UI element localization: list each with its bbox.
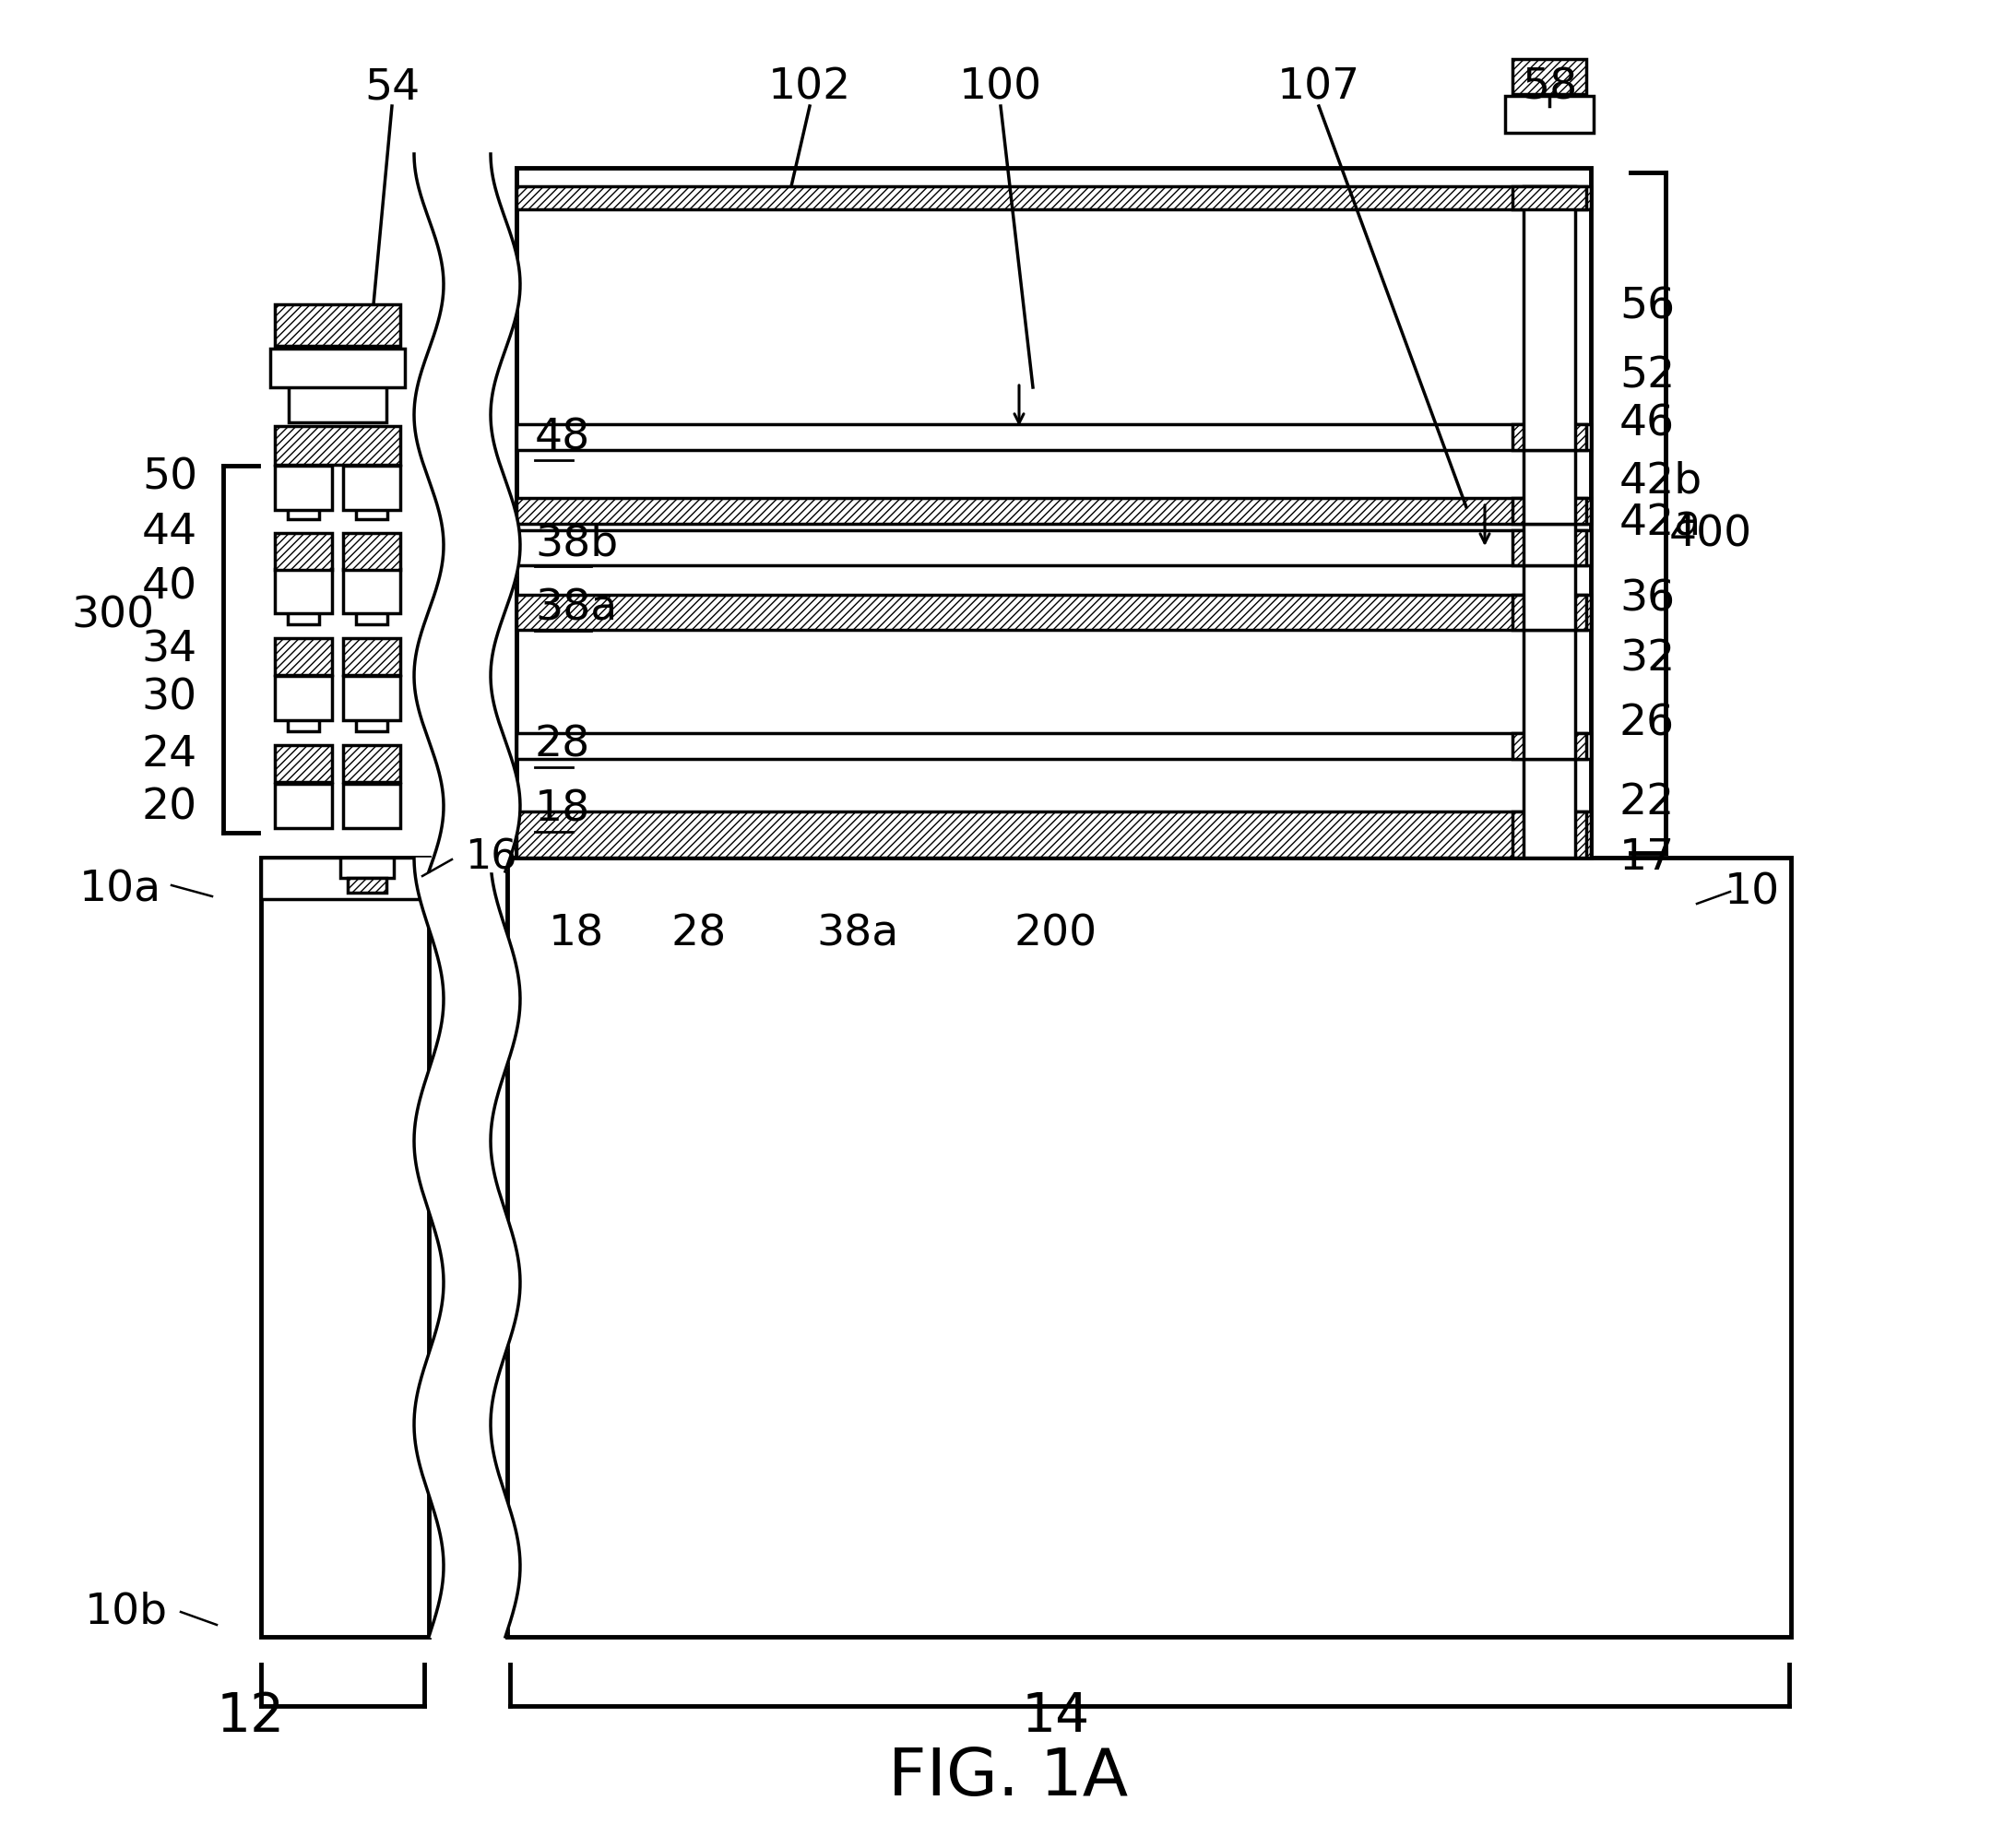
Text: FIG. 1A: FIG. 1A [889, 1746, 1127, 1809]
Bar [1524, 531, 1574, 629]
Bar [508, 857, 1790, 1636]
Bar [1524, 733, 1574, 857]
Bar [343, 677, 401, 720]
Text: 38a: 38a [816, 914, 899, 956]
Text: 40: 40 [141, 567, 198, 607]
Text: 28: 28 [671, 914, 728, 956]
Bar [260, 857, 429, 1636]
Text: 18: 18 [548, 914, 605, 956]
Bar [274, 305, 401, 347]
Text: 46: 46 [1619, 403, 1675, 445]
Text: 200: 200 [1014, 914, 1097, 956]
Bar [274, 569, 333, 613]
Text: 16: 16 [466, 837, 516, 877]
Text: 38a: 38a [534, 587, 617, 629]
Bar [343, 533, 401, 569]
Bar [274, 677, 333, 720]
Text: 107: 107 [1278, 67, 1361, 108]
Bar [357, 708, 387, 731]
Bar [1524, 113, 1574, 126]
Text: 17: 17 [1619, 837, 1675, 879]
Text: 24: 24 [141, 733, 198, 775]
Bar [357, 496, 387, 520]
Text: 48: 48 [534, 418, 591, 460]
Bar [288, 496, 319, 520]
Text: 58: 58 [1522, 67, 1577, 108]
Bar [1524, 595, 1574, 759]
Bar [516, 595, 1591, 629]
Bar [1512, 733, 1587, 759]
Bar [516, 531, 1591, 565]
Text: 36: 36 [1619, 578, 1675, 620]
Text: 10: 10 [1724, 872, 1780, 914]
Text: 34: 34 [141, 629, 198, 671]
Bar [343, 638, 401, 675]
Bar [1524, 186, 1574, 451]
Text: 20: 20 [141, 786, 198, 828]
Bar [270, 348, 405, 387]
Text: 102: 102 [768, 67, 851, 108]
Text: 52: 52 [1619, 356, 1675, 398]
Bar [274, 744, 333, 782]
Bar [1512, 812, 1587, 857]
Bar [1524, 498, 1574, 565]
Bar [516, 425, 1591, 451]
Text: 12: 12 [216, 1691, 284, 1744]
Text: 10a: 10a [79, 868, 161, 910]
Bar [343, 569, 401, 613]
Bar [516, 812, 1591, 857]
Bar [1524, 425, 1574, 523]
Bar [274, 465, 333, 511]
Text: 44: 44 [141, 511, 198, 553]
Text: 22: 22 [1619, 781, 1675, 823]
Bar [1512, 58, 1587, 95]
Bar [347, 877, 387, 892]
Text: 32: 32 [1619, 638, 1675, 680]
Bar [1506, 97, 1593, 133]
Text: 54: 54 [365, 67, 419, 108]
Text: 400: 400 [1669, 514, 1752, 556]
Text: 56: 56 [1619, 286, 1675, 328]
Bar [516, 733, 1591, 759]
Text: 38b: 38b [534, 523, 619, 565]
Bar [288, 385, 387, 423]
Bar [274, 533, 333, 569]
Bar [357, 602, 387, 624]
Bar [343, 465, 401, 511]
Text: 30: 30 [141, 677, 198, 719]
Text: 42a: 42a [1619, 503, 1702, 545]
Text: 42b: 42b [1619, 461, 1704, 502]
Bar [1512, 498, 1587, 523]
Text: 300: 300 [73, 595, 155, 637]
Bar [516, 186, 1591, 210]
Bar [288, 708, 319, 731]
Text: 28: 28 [534, 724, 591, 766]
Bar [516, 498, 1591, 523]
Bar [343, 784, 401, 828]
Bar [288, 602, 319, 624]
Bar [260, 857, 429, 899]
Bar [516, 168, 1591, 857]
Bar [1512, 186, 1587, 210]
Bar [343, 744, 401, 782]
Bar [274, 638, 333, 675]
Text: 10b: 10b [85, 1591, 167, 1632]
Bar [274, 784, 333, 828]
Text: 18: 18 [534, 790, 591, 830]
Text: 14: 14 [1022, 1691, 1091, 1744]
Bar [1512, 531, 1587, 565]
Text: 26: 26 [1619, 702, 1675, 744]
Bar [1512, 425, 1587, 451]
Bar [1512, 595, 1587, 629]
Text: 100: 100 [960, 67, 1042, 108]
Bar [274, 427, 401, 465]
Text: 50: 50 [141, 458, 198, 498]
Bar [341, 857, 393, 877]
